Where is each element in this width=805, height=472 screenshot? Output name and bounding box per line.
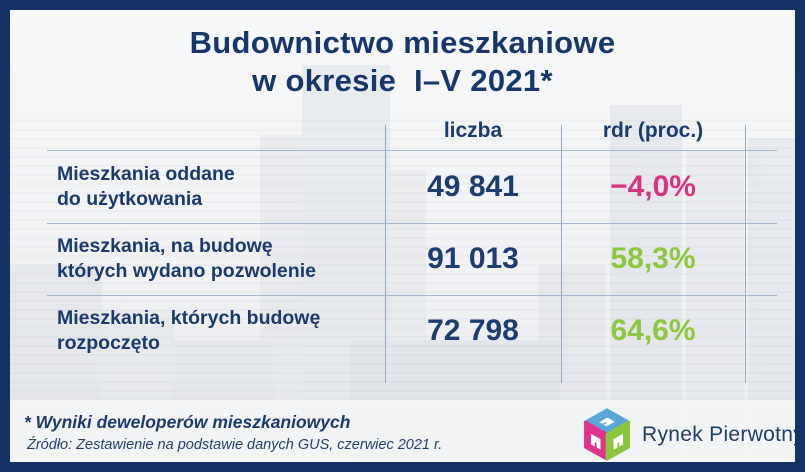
page-title: Budownictwo mieszkaniowe w okresie I–V 2… [10,24,795,100]
title-line-2: w okresie I–V 2021* [252,63,553,98]
row-label-line: rozpoczęto [57,332,160,354]
table-grid-vline-3 [745,125,746,383]
table-row-value-oddane: 49 841 [427,169,519,203]
rynek-pierwotny-logo: Rynek Pierwotny [580,406,795,462]
table-grid-vline-2 [561,125,562,383]
title-line-1: Budownictwo mieszkaniowe [189,25,616,60]
footer-band [10,400,795,462]
logo-cube-icon [584,408,630,461]
footnote-asterisk: * Wyniki deweloperów mieszkaniowych [24,412,351,432]
table-grid-hline-header [47,150,777,151]
table-grid-hline-row2 [47,295,777,296]
logo-text: Rynek Pierwotny [642,423,795,446]
column-header-rdr-proc: rdr (proc.) [602,119,704,142]
table-row-label-oddane: Mieszkania oddane do użytkowania [57,150,383,223]
table-grid-hline-row1 [47,223,777,224]
table-row-label-rozpoczeto: Mieszkania, których budowę rozpoczęto [57,295,383,367]
table-grid-vline-1 [385,125,386,383]
table-row-change-pozwolenie: 58,3% [610,242,696,275]
column-header-liczba: liczba [443,119,503,142]
row-label-line: Mieszkania, na budowę [57,235,273,257]
row-label-line: Mieszkania oddane [57,162,235,185]
row-label-line: Mieszkania, których budowę [57,307,321,329]
table-row-value-rozpoczeto: 72 798 [427,314,519,347]
table-row-value-pozwolenie: 91 013 [427,242,519,275]
source-note: Źródło: Zestawienie na podstawie danych … [27,437,443,453]
table-row-label-pozwolenie: Mieszkania, na budowę których wydano poz… [57,223,383,295]
infographic-canvas: Budownictwo mieszkaniowe w okresie I–V 2… [10,10,795,462]
row-label-line: do użytkowania [57,187,203,210]
table-row-change-rozpoczeto: 64,6% [610,314,696,347]
table-row-change-oddane: −4,0% [610,169,696,203]
row-label-line: których wydano pozwolenie [57,260,316,282]
